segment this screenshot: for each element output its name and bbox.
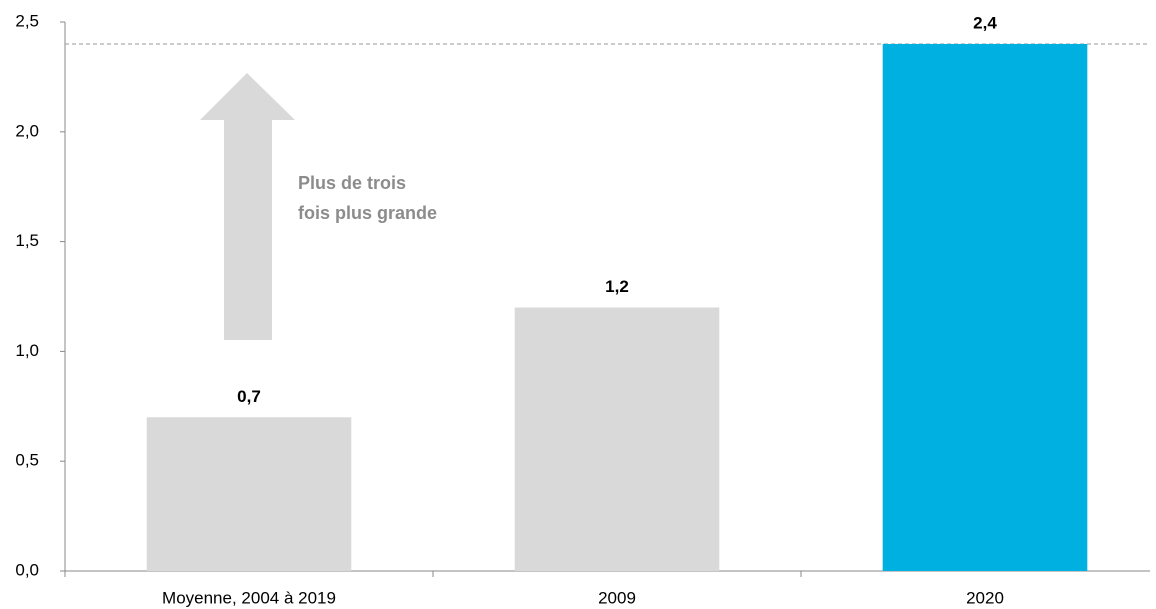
x-tick-label: Moyenne, 2004 à 2019 — [162, 588, 336, 607]
x-tick-label: 2020 — [966, 588, 1004, 607]
y-tick-label: 0,5 — [15, 451, 39, 470]
bar — [514, 307, 720, 571]
bar — [146, 417, 352, 571]
bar — [882, 43, 1088, 571]
y-tick-label: 0,0 — [15, 560, 39, 579]
x-tick-label: 2009 — [598, 588, 636, 607]
y-tick-label: 2,5 — [15, 11, 39, 30]
arrow — [200, 73, 295, 340]
annotation: fois plus grande — [298, 203, 437, 223]
y-tick-label: 1,0 — [15, 341, 39, 360]
y-tick-label: 1,5 — [15, 231, 39, 250]
value-label: 0,7 — [237, 387, 261, 406]
y-tick-label: 2,0 — [15, 121, 39, 140]
value-label: 1,2 — [605, 277, 629, 296]
annotation: Plus de trois — [298, 173, 406, 193]
value-label: 2,4 — [973, 13, 997, 32]
